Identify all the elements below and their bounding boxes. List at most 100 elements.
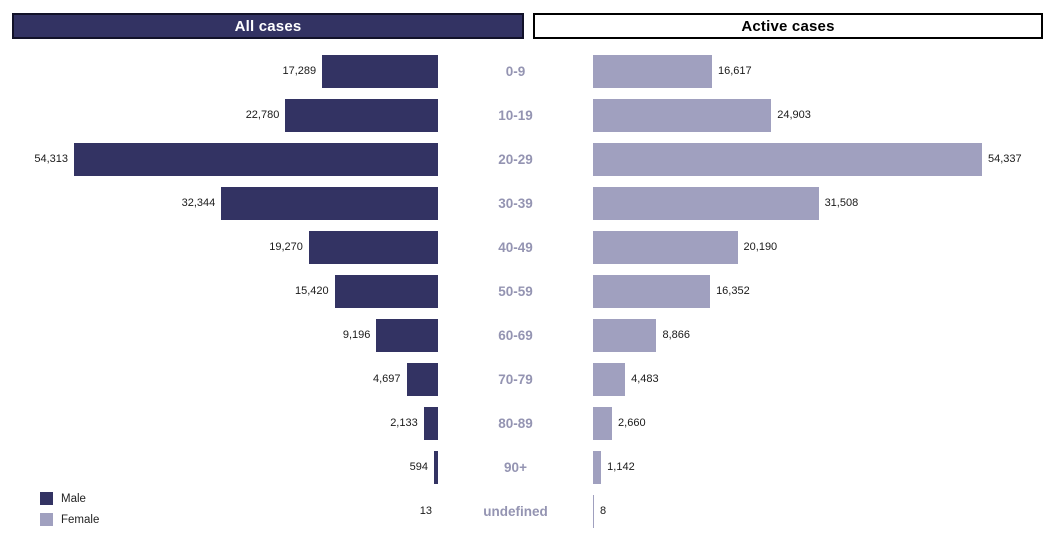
female-value-label: 54,337	[988, 153, 1022, 165]
male-bar	[376, 318, 438, 352]
all-cases-side: 15,420	[0, 269, 438, 313]
age-group-row: 19,270 40-49 20,190	[0, 225, 1055, 269]
male-bar	[434, 450, 438, 484]
female-value-label: 8	[600, 505, 607, 517]
male-bar	[423, 406, 438, 440]
male-value-label: 9,196	[342, 329, 371, 341]
male-value-label: 54,313	[34, 153, 68, 165]
male-bar	[322, 54, 438, 88]
all-cases-side: 594	[0, 445, 438, 489]
female-bar	[593, 142, 982, 176]
active-cases-header-label: Active cases	[741, 17, 835, 35]
active-cases-header: Active cases	[533, 13, 1043, 39]
active-cases-side: 54,337	[593, 137, 1055, 181]
male-value-label: 17,289	[282, 65, 317, 77]
age-group-row: 15,420 50-59 16,352	[0, 269, 1055, 313]
male-bar	[308, 230, 438, 264]
all-cases-header: All cases	[12, 13, 524, 39]
active-cases-side: 16,352	[593, 269, 1055, 313]
age-group-row: 594 90+ 1,142	[0, 445, 1055, 489]
female-bar	[593, 186, 819, 220]
active-cases-side: 2,660	[593, 401, 1055, 445]
chart-rows: 17,289 0-9 16,617 22,780 10-19 24,903	[0, 49, 1055, 533]
active-cases-side: 1,142	[593, 445, 1055, 489]
male-swatch-icon	[40, 492, 53, 505]
age-group-row: 13 undefined 8	[0, 489, 1055, 533]
age-group-label: 0-9	[505, 63, 526, 79]
all-cases-side: 2,133	[0, 401, 438, 445]
age-group-label: 90+	[504, 459, 527, 475]
all-cases-side: 19,270	[0, 225, 438, 269]
female-bar	[593, 450, 602, 484]
active-cases-side: 24,903	[593, 93, 1055, 137]
all-cases-side: 4,697	[0, 357, 438, 401]
age-group-label: 50-59	[498, 283, 533, 299]
male-bar	[221, 186, 438, 220]
all-cases-side: 32,344	[0, 181, 438, 225]
male-value-label: 4,697	[373, 373, 401, 385]
all-cases-side: 13	[0, 489, 438, 533]
all-cases-side: 54,313	[0, 137, 438, 181]
active-cases-side: 16,617	[593, 49, 1055, 93]
legend-female-label: Female	[61, 513, 100, 526]
male-bar	[74, 142, 438, 176]
male-bar	[285, 98, 438, 132]
age-group-row: 2,133 80-89 2,660	[0, 401, 1055, 445]
legend: Male Female	[40, 488, 99, 530]
male-bar	[406, 362, 438, 396]
female-bar	[593, 494, 594, 528]
age-group-label: 60-69	[498, 327, 533, 343]
all-cases-header-label: All cases	[234, 17, 302, 35]
female-bar	[593, 362, 626, 396]
female-bar	[593, 318, 657, 352]
female-value-label: 2,660	[618, 417, 646, 429]
female-swatch-icon	[40, 513, 53, 526]
female-value-label: 16,352	[716, 285, 750, 297]
female-value-label: 16,617	[717, 65, 752, 77]
female-value-label: 20,190	[743, 241, 778, 253]
male-value-label: 15,420	[295, 285, 329, 297]
legend-item-female: Female	[40, 509, 99, 530]
age-group-row: 54,313 20-29 54,337	[0, 137, 1055, 181]
all-cases-side: 9,196	[0, 313, 438, 357]
male-value-label: 19,270	[269, 241, 303, 253]
all-cases-side: 22,780	[0, 93, 438, 137]
age-group-row: 22,780 10-19 24,903	[0, 93, 1055, 137]
female-value-label: 24,903	[777, 109, 811, 121]
age-group-label: 40-49	[498, 239, 533, 255]
active-cases-side: 8	[593, 489, 1055, 533]
female-bar	[593, 54, 712, 88]
female-value-label: 4,483	[631, 373, 659, 385]
age-group-row: 32,344 30-39 31,508	[0, 181, 1055, 225]
female-bar	[593, 406, 613, 440]
active-cases-side: 4,483	[593, 357, 1055, 401]
female-value-label: 1,142	[607, 461, 635, 473]
age-group-row: 9,196 60-69 8,866	[0, 313, 1055, 357]
male-value-label: 2,133	[390, 417, 418, 429]
female-value-label: 31,508	[824, 197, 859, 209]
age-group-row: 4,697 70-79 4,483	[0, 357, 1055, 401]
active-cases-side: 31,508	[593, 181, 1055, 225]
active-cases-side: 20,190	[593, 225, 1055, 269]
age-group-label: 10-19	[498, 107, 533, 123]
active-cases-side: 8,866	[593, 313, 1055, 357]
age-group-label: 80-89	[498, 415, 533, 431]
female-bar	[593, 274, 711, 308]
age-group-label: 30-39	[498, 195, 533, 211]
female-bar	[593, 98, 772, 132]
age-group-label: 70-79	[498, 371, 533, 387]
female-bar	[593, 230, 738, 264]
legend-item-male: Male	[40, 488, 99, 509]
male-value-label: 13	[419, 505, 432, 517]
legend-male-label: Male	[61, 492, 86, 505]
age-group-label: undefined	[483, 503, 548, 519]
male-bar	[334, 274, 438, 308]
all-cases-side: 17,289	[0, 49, 438, 93]
male-value-label: 594	[409, 461, 429, 473]
male-value-label: 22,780	[245, 109, 280, 121]
female-value-label: 8,866	[662, 329, 690, 341]
male-value-label: 32,344	[181, 197, 216, 209]
age-group-label: 20-29	[498, 151, 533, 167]
age-group-row: 17,289 0-9 16,617	[0, 49, 1055, 93]
